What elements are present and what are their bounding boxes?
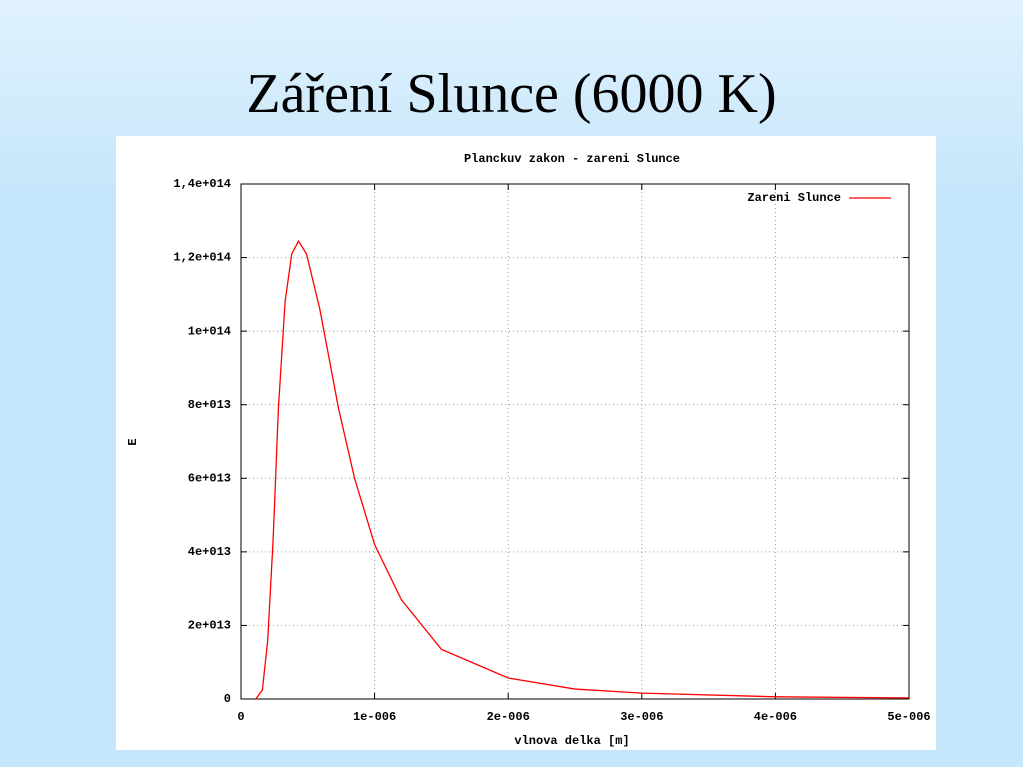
- chart-background: [116, 136, 936, 750]
- chart-title: Planckuv zakon - zareni Slunce: [464, 152, 680, 166]
- x-tick-label: 3e-006: [620, 710, 663, 724]
- plot-border: [240, 183, 910, 700]
- data-line: [255, 239, 910, 700]
- y-tick-label: 4e+013: [188, 545, 231, 559]
- y-tick-label: 0: [224, 692, 231, 706]
- x-tick-label: 1e-006: [353, 710, 396, 724]
- y-tick-label: 8e+013: [188, 398, 231, 412]
- y-tick-label: 1,2e+014: [173, 251, 231, 265]
- x-tick-label: 2e-006: [487, 710, 530, 724]
- y-tick-label: 1,4e+014: [173, 177, 231, 191]
- slide-title: Záření Slunce (6000 K): [246, 63, 777, 125]
- x-tick-label: 0: [237, 710, 244, 724]
- x-axis-label: vlnova delka [m]: [514, 734, 629, 748]
- y-tick-label: 2e+013: [188, 619, 231, 633]
- y-tick-label: 1e+014: [188, 324, 231, 338]
- y-axis-label: E: [126, 438, 140, 445]
- legend-label: Zareni Slunce: [747, 191, 841, 205]
- x-tick-label: 5e-006: [887, 710, 930, 724]
- x-tick-label: 4e-006: [754, 710, 797, 724]
- y-tick-label: 6e+013: [188, 471, 231, 485]
